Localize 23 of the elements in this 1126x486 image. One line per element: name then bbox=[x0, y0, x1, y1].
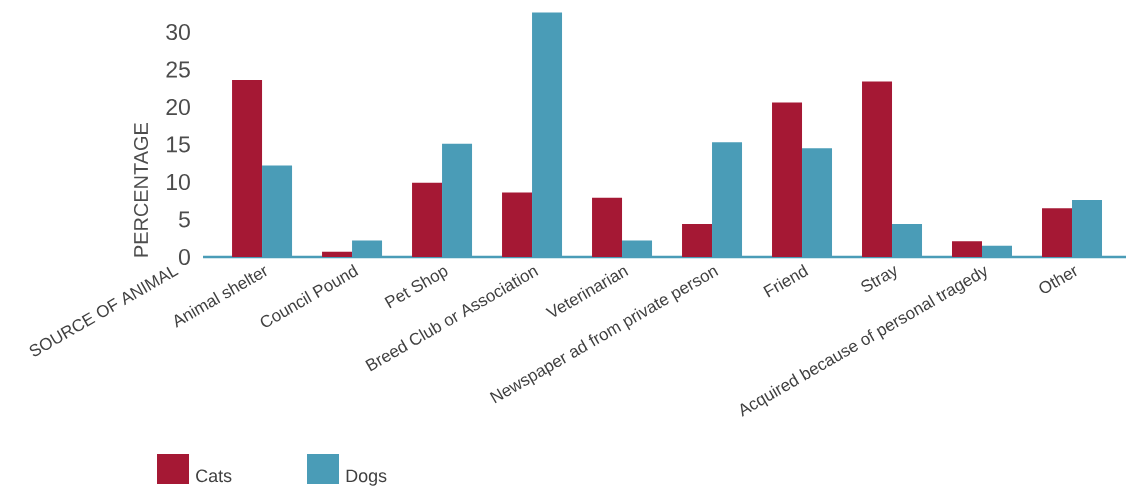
legend-label: Cats bbox=[196, 469, 232, 483]
y-tick-label: 30 bbox=[166, 23, 190, 41]
bar bbox=[412, 182, 443, 257]
bar bbox=[772, 102, 803, 257]
y-tick-label: 15 bbox=[167, 136, 190, 153]
bar bbox=[322, 251, 353, 257]
bar bbox=[862, 81, 893, 257]
y-tick-label: 10 bbox=[167, 173, 190, 191]
x-tick-label: Pet Shop bbox=[384, 267, 448, 309]
bar bbox=[592, 197, 623, 257]
bar bbox=[232, 79, 263, 257]
bar bbox=[682, 223, 713, 257]
y-tick-label: 25 bbox=[166, 61, 190, 78]
x-tick-label: Other bbox=[1039, 266, 1077, 294]
bar bbox=[952, 241, 983, 257]
y-axis-title: PERCENTAGE bbox=[133, 123, 149, 257]
x-tick-label: Stray bbox=[861, 265, 897, 292]
y-tick-label: 0 bbox=[178, 248, 190, 266]
y-tick-label: 20 bbox=[166, 98, 190, 116]
bar bbox=[502, 192, 533, 257]
y-tick-label: 5 bbox=[178, 211, 190, 228]
bar bbox=[1042, 208, 1073, 257]
legend-label: Dogs bbox=[346, 469, 387, 486]
